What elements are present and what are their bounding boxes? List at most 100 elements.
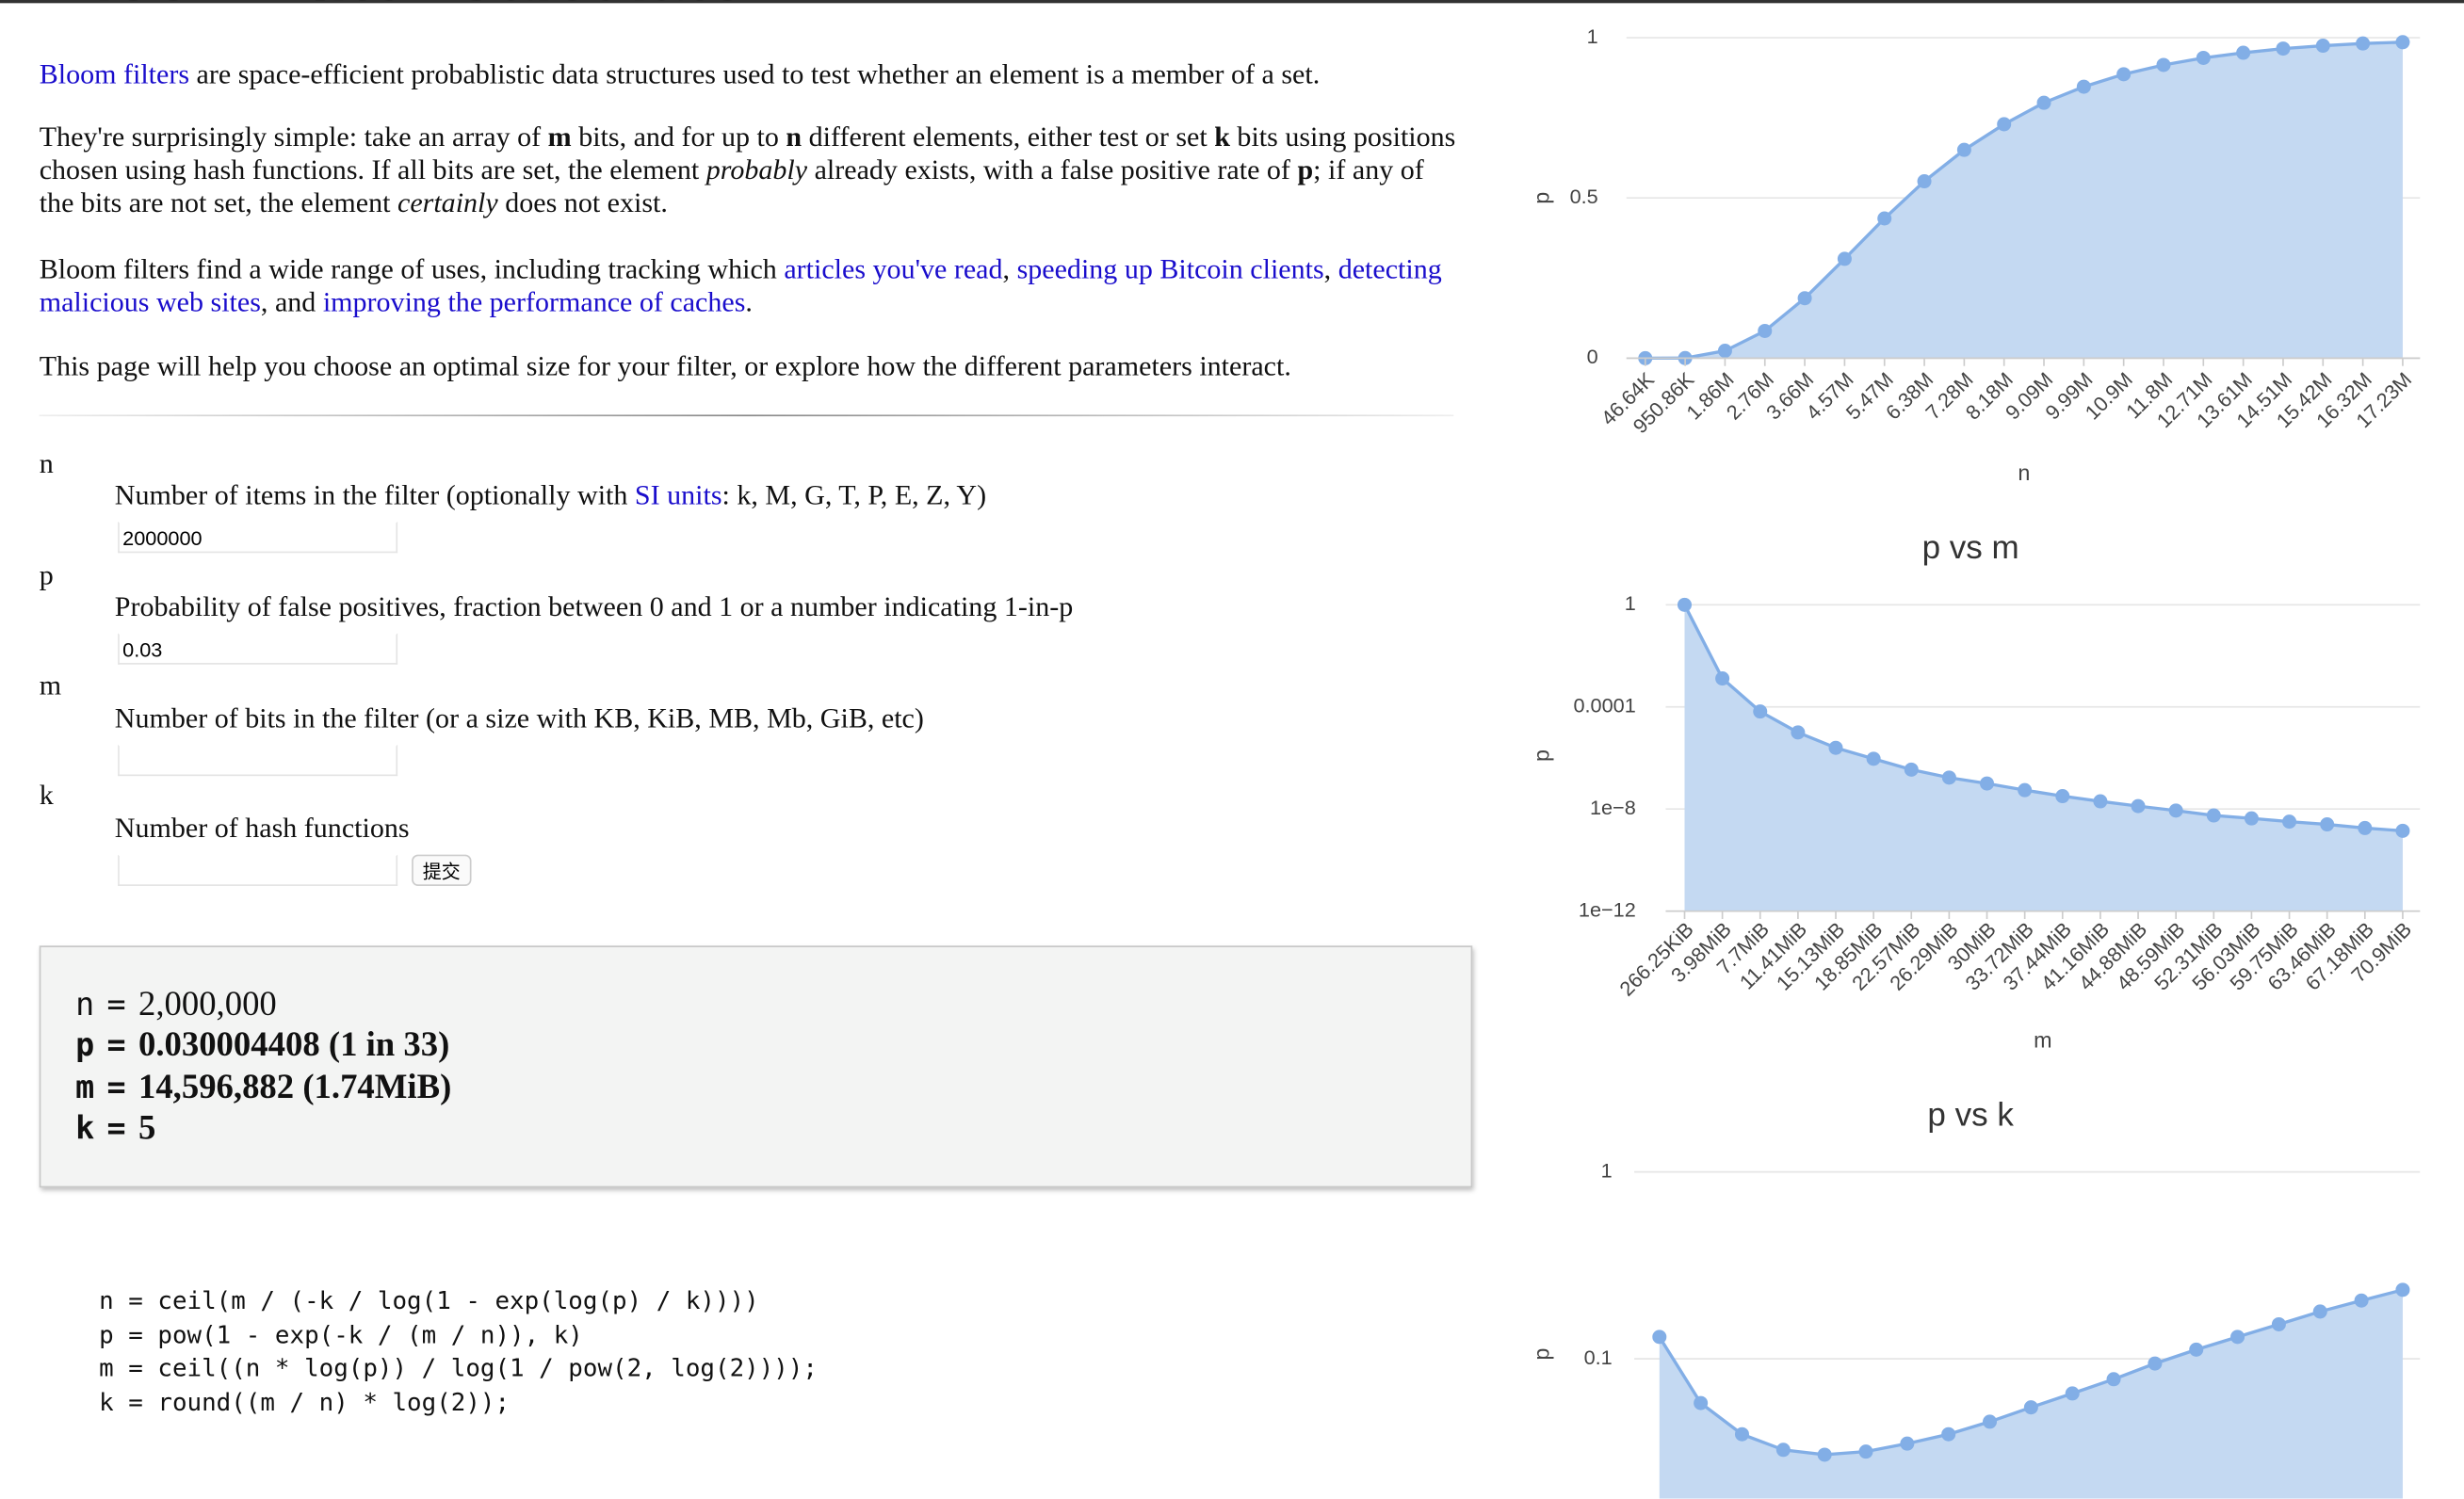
result-box: n = 2,000,000 p = 0.030004408 (1 in 33) m = 14,5… [39,945,1473,1188]
point [2356,36,2371,51]
x-axis-title: m [2034,1027,2051,1052]
text: . [745,285,753,318]
result-row: n = 2,000,000 [75,983,277,1024]
point [2271,1316,2286,1331]
point [1941,1426,1956,1442]
link[interactable]: improving the performance of caches [322,285,746,318]
text: ; if any of the bits are not set, the el… [39,153,1424,218]
link[interactable]: detecting malicious web sites [39,252,1442,318]
point [1717,344,1732,359]
point [2244,811,2259,826]
point [1734,1426,1749,1442]
field-description: Probability of false positives, fraction… [114,590,1074,622]
result-row: k = 5 [75,1107,155,1148]
m-input[interactable] [118,744,398,777]
point [2230,1330,2245,1345]
result-row: p = 0.030004408 (1 in 33) [75,1024,449,1065]
y-axis-title: p [1530,750,1554,762]
result-value: 14,596,882 (1.74MiB) [138,1066,452,1105]
point [2354,1293,2369,1308]
y-tick-label: 0.0001 [1573,694,1635,717]
k-input[interactable] [118,854,398,886]
top-border [0,0,2464,4]
point [2320,817,2335,832]
field-description: Number of bits in the filter (or a size … [114,701,924,734]
point [2196,50,2211,65]
point [1877,211,1892,226]
formulas: n = ceil(m / (-k / log(1 - exp(log(p) / … [99,1285,818,1422]
point [1983,1414,1998,1429]
point [2282,814,2297,830]
field-description: Number of hash functions [114,812,410,844]
point [2395,1282,2410,1298]
paragraph: They're surprisingly simple: take an arr… [40,121,1462,219]
text: k [1214,121,1230,153]
formula-line: p = pow(1 - exp(-k / (m / n)), k) [99,1320,583,1349]
paragraph: Bloom filters find a wide range of uses,… [40,253,1462,319]
formula-line: n = ceil(m / (-k / log(1 - exp(log(p) / … [99,1286,759,1315]
y-axis-title: p [1530,1348,1554,1361]
page-title: Bloom Filter Calculator [47,0,773,12]
point [2148,1356,2163,1371]
result-name: m [75,1067,95,1105]
point [1941,770,1956,785]
result-row: m = 14,596,882 (1.74MiB) [75,1066,451,1106]
chart-title: p vs m [1922,529,2019,566]
point [2036,95,2051,110]
link[interactable]: SI units [634,478,722,511]
text: probably [705,153,808,185]
point [1917,174,1932,189]
result-value: 5 [138,1107,156,1147]
chart-title: p vs k [1927,1096,2014,1133]
text: already exists, with a false positive ra… [807,153,1298,185]
result-value: 2,000,000 [138,983,277,1024]
result-name: p [75,1025,95,1064]
area [1659,1289,2403,1499]
field-name: m [39,669,62,701]
point [2156,57,2171,73]
field-name: n [39,447,54,479]
text: Bloom filters find a wide range of uses,… [39,252,785,284]
point [2236,45,2251,60]
y-tick-label: 1e−12 [1579,897,1636,921]
area [1684,604,2403,911]
text: : k, M, G, T, P, E, Z, Y) [721,478,987,511]
link[interactable]: articles you've read [784,252,1003,284]
text: p [1297,153,1314,185]
point [1797,291,1812,306]
point [1900,1436,1915,1451]
point [2312,1304,2327,1319]
divider [39,414,1454,417]
submit-button[interactable]: 提交 [412,854,472,886]
point [1866,751,1881,766]
point [1715,671,1730,686]
point [2106,1372,2121,1387]
result-separator: = [106,1067,126,1105]
paragraph: Bloom filters are space-efficient probab… [40,58,1462,91]
x-axis-title: n [2018,460,2030,485]
text: certainly [397,186,498,218]
point [1980,776,1995,791]
text: , and [260,285,323,318]
point [1817,1447,1832,1462]
y-tick-label: 1 [1587,24,1598,48]
point [2315,39,2330,54]
y-tick-label: 1e−8 [1590,796,1636,819]
point [2168,803,2183,818]
text: are space-efficient probablistic data st… [189,57,1321,90]
text: m [547,121,572,153]
text: bits using positions chosen using hash f… [39,121,1456,185]
p-input[interactable] [118,633,398,665]
area [1645,41,2403,359]
point [2358,820,2373,835]
point [1997,117,2012,132]
point [1904,762,1919,777]
field-name: p [39,558,54,591]
point [2023,1400,2038,1415]
y-tick-label: 1 [1625,591,1636,615]
y-tick-label: 0.5 [1570,185,1598,208]
n-input[interactable] [118,521,398,554]
result-separator: = [106,985,126,1024]
link[interactable]: Bloom filters [39,57,190,90]
link[interactable]: speeding up Bitcoin clients [1016,252,1324,284]
